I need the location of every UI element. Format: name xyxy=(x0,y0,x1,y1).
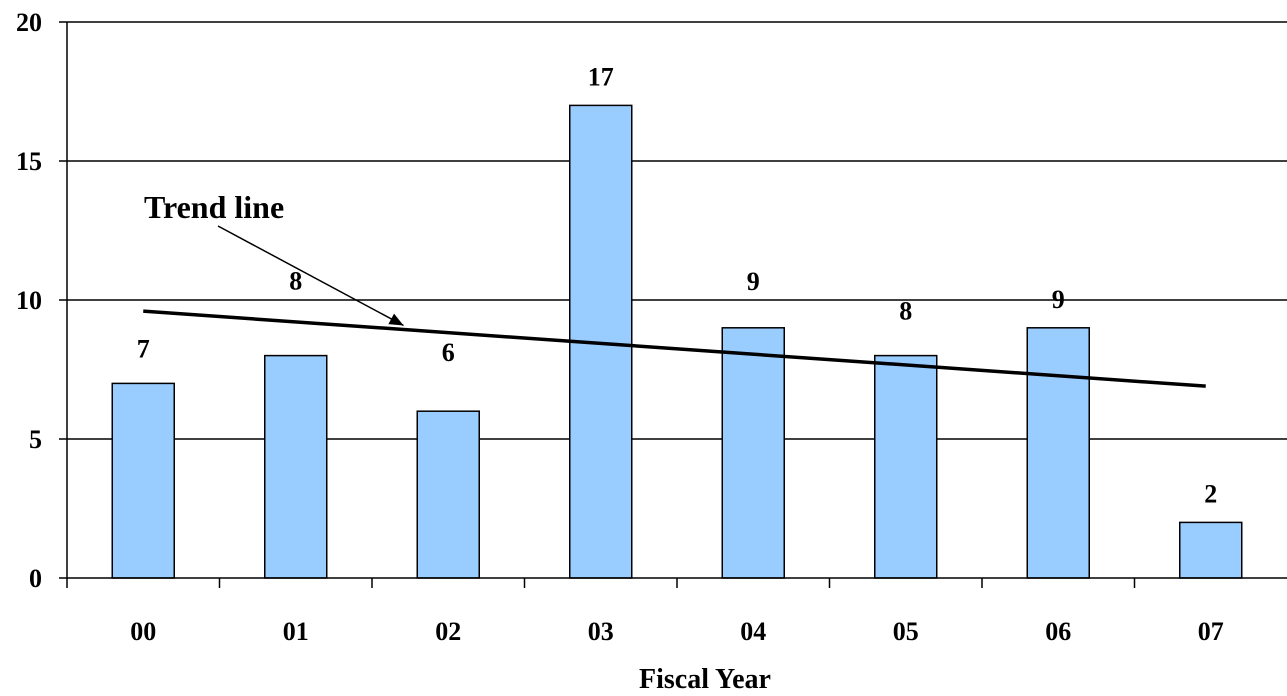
x-tick-label: 06 xyxy=(1045,617,1071,646)
y-tick-label: 15 xyxy=(16,147,42,176)
x-axis-title: Fiscal Year xyxy=(639,664,771,695)
trend-line xyxy=(143,309,1206,388)
bar-07 xyxy=(1179,521,1243,579)
data-labels: 7 8 6 17 9 8 9 2 xyxy=(137,62,1218,508)
y-tick-label: 0 xyxy=(29,564,42,593)
annotation-arrow-line xyxy=(217,225,404,327)
bar-01 xyxy=(264,354,328,579)
y-tick-label: 10 xyxy=(16,286,42,315)
x-tick-label: 05 xyxy=(893,617,919,646)
bar-02 xyxy=(416,410,480,579)
x-tick-label: 04 xyxy=(740,617,766,646)
y-axis-tick-labels: 0 5 10 15 20 xyxy=(16,8,42,593)
gridlines xyxy=(67,21,1287,440)
data-label-07: 2 xyxy=(1204,479,1217,508)
data-label-02: 6 xyxy=(442,338,455,367)
bar-06 xyxy=(1026,327,1090,579)
data-label-06: 9 xyxy=(1052,285,1065,314)
bars xyxy=(111,104,1243,579)
data-label-01: 8 xyxy=(289,267,302,296)
y-tick-label: 5 xyxy=(29,425,42,454)
x-tick-label: 03 xyxy=(588,617,614,646)
data-label-05: 8 xyxy=(899,297,912,326)
x-axis-tick-labels: 00 01 02 03 04 05 06 07 xyxy=(130,617,1224,646)
data-label-03: 17 xyxy=(588,62,614,91)
bar-04 xyxy=(721,327,785,579)
bar-00 xyxy=(111,382,175,579)
bar-05 xyxy=(874,354,938,579)
x-tick-label: 00 xyxy=(130,617,156,646)
y-tick-label: 20 xyxy=(16,8,42,37)
data-label-04: 9 xyxy=(747,267,760,296)
x-tick-label: 02 xyxy=(435,617,461,646)
x-tick-label: 07 xyxy=(1198,617,1224,646)
trend-line-annotation: Trend line xyxy=(144,189,284,225)
axes xyxy=(59,21,1287,588)
data-label-00: 7 xyxy=(137,334,150,363)
annotation-arrowhead xyxy=(388,313,404,326)
x-tick-label: 01 xyxy=(283,617,309,646)
trend-line-group: Trend line xyxy=(143,189,1206,388)
